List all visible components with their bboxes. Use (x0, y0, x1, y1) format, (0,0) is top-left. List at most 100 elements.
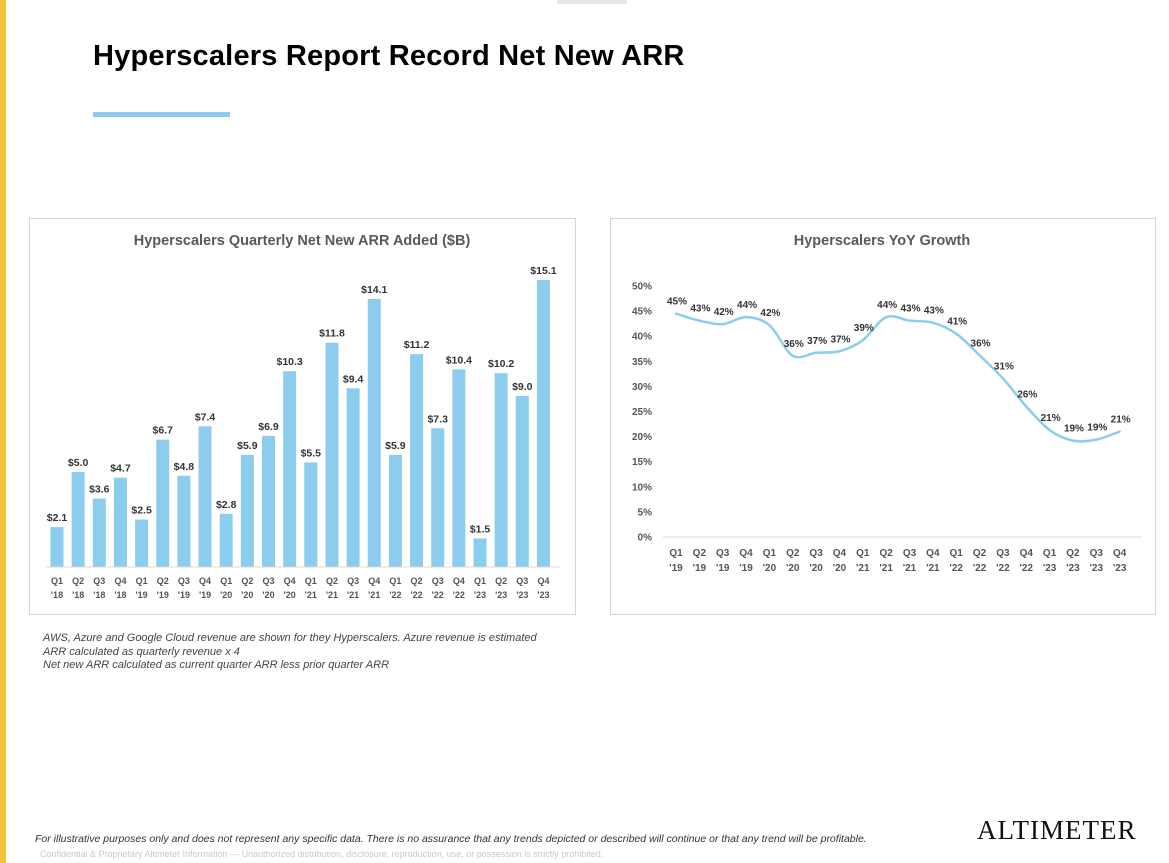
line-point (908, 319, 911, 322)
bar (388, 454, 402, 567)
line-point (1118, 430, 1121, 433)
x-tick-year: '19 (716, 563, 730, 574)
point-data-label: 43% (924, 306, 944, 317)
x-tick-quarter: Q1 (950, 548, 964, 559)
x-tick-quarter: Q3 (903, 548, 917, 559)
x-tick-year: '19 (693, 563, 707, 574)
bar (135, 519, 149, 567)
x-tick-quarter: Q1 (305, 576, 317, 586)
x-tick-year: '20 (284, 590, 296, 600)
x-tick-year: '21 (305, 590, 317, 600)
line-point (838, 350, 841, 353)
line-point (978, 354, 981, 357)
line-point (1001, 377, 1005, 380)
x-tick-year: '21 (347, 590, 359, 600)
bar-data-label: $5.5 (301, 447, 322, 459)
bar-data-label: $14.1 (361, 284, 387, 296)
bar-data-label: $2.1 (47, 512, 68, 524)
x-tick-quarter: Q2 (495, 576, 507, 586)
footnotes: AWS, Azure and Google Cloud revenue are … (43, 632, 537, 673)
point-data-label: 21% (1041, 413, 1061, 424)
x-tick-quarter: Q3 (809, 548, 823, 559)
page-title: Hyperscalers Report Record Net New ARR (93, 40, 685, 72)
line-point (955, 332, 958, 335)
x-tick-quarter: Q4 (926, 548, 940, 559)
x-tick-quarter: Q4 (199, 576, 211, 586)
confidential-notice: Confidential & Proprietary Altimeter Inf… (40, 849, 604, 859)
bar (410, 354, 424, 567)
bar-data-label: $10.3 (277, 356, 303, 368)
x-tick-quarter: Q4 (833, 548, 847, 559)
bar (113, 477, 127, 567)
x-tick-quarter: Q3 (996, 548, 1010, 559)
x-tick-quarter: Q2 (693, 548, 707, 559)
altimeter-logo: ALTIMETER (977, 815, 1137, 845)
bar (156, 439, 170, 567)
line-point (744, 315, 748, 319)
point-data-label: 44% (737, 300, 757, 311)
line-point (931, 321, 935, 324)
point-data-label: 43% (900, 304, 920, 315)
x-tick-year: '19 (739, 563, 753, 574)
x-tick-year: '19 (669, 563, 683, 574)
bar (325, 342, 339, 567)
bar-data-label: $15.1 (530, 265, 556, 277)
bar (71, 471, 85, 567)
x-tick-quarter: Q2 (1066, 548, 1080, 559)
x-tick-year: '22 (389, 590, 401, 600)
y-tick-label: 50% (632, 282, 652, 293)
footnote-3: Net new ARR calculated as current quarte… (43, 659, 390, 671)
x-tick-year: '23 (1113, 563, 1127, 574)
top-mark (557, 0, 627, 4)
bar (452, 369, 466, 567)
x-tick-quarter: Q3 (347, 576, 359, 586)
bar-data-label: $5.0 (68, 457, 89, 469)
x-tick-year: '23 (516, 590, 528, 600)
x-tick-year: '19 (136, 590, 148, 600)
x-tick-year: '20 (241, 590, 253, 600)
x-tick-year: '18 (114, 590, 126, 600)
bar (473, 538, 487, 567)
y-tick-label: 5% (638, 507, 653, 518)
point-data-label: 19% (1064, 424, 1084, 435)
bar-data-label: $5.9 (237, 440, 258, 452)
y-tick-label: 0% (638, 533, 653, 544)
bar (515, 395, 529, 567)
x-tick-year: '19 (199, 590, 211, 600)
x-tick-year: '22 (996, 563, 1010, 574)
x-tick-year: '20 (763, 563, 777, 574)
line-point (721, 322, 724, 326)
point-data-label: 41% (947, 317, 967, 328)
x-tick-quarter: Q2 (411, 576, 423, 586)
bar-data-label: $11.8 (319, 328, 345, 340)
x-tick-year: '22 (1019, 563, 1033, 574)
x-tick-quarter: Q1 (136, 576, 148, 586)
x-tick-year: '18 (72, 590, 84, 600)
x-tick-year: '18 (93, 590, 105, 600)
x-tick-quarter: Q1 (856, 548, 870, 559)
net-new-arr-bar-chart: Hyperscalers Quarterly Net New ARR Added… (46, 233, 560, 600)
x-tick-quarter: Q3 (178, 576, 190, 586)
x-tick-quarter: Q1 (51, 576, 63, 586)
x-tick-quarter: Q4 (368, 576, 380, 586)
bar-data-label: $4.8 (174, 461, 195, 473)
line-point (1025, 405, 1028, 408)
bar-data-label: $10.4 (446, 354, 472, 366)
point-data-label: 36% (971, 338, 991, 349)
point-data-label: 21% (1111, 415, 1131, 426)
line-point (1095, 438, 1098, 441)
bar-data-label: $9.0 (512, 381, 533, 393)
x-tick-year: '19 (157, 590, 169, 600)
x-tick-year: '21 (856, 563, 870, 574)
x-tick-quarter: Q4 (537, 576, 549, 586)
x-tick-year: '21 (879, 563, 893, 574)
net-new-arr-chart-panel: Hyperscalers Quarterly Net New ARR Added… (29, 218, 576, 615)
y-tick-label: 25% (632, 407, 652, 418)
bar (346, 388, 360, 567)
x-tick-quarter: Q3 (262, 576, 274, 586)
x-tick-quarter: Q4 (284, 576, 296, 586)
x-tick-year: '23 (495, 590, 507, 600)
bar-data-label: $6.9 (258, 421, 279, 433)
x-tick-year: '23 (1066, 563, 1080, 574)
x-tick-year: '23 (1090, 563, 1104, 574)
